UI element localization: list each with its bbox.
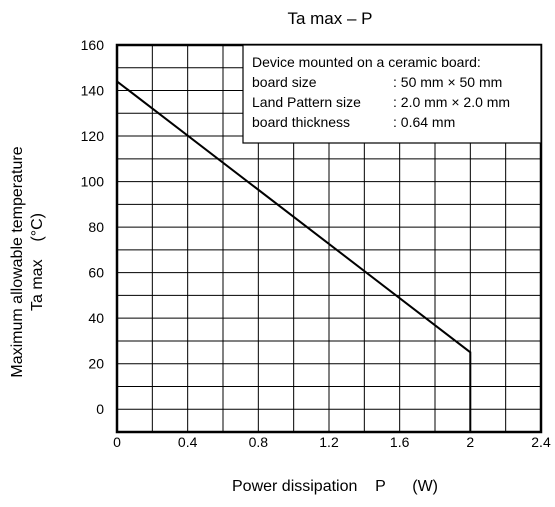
y-tick-label: 40 [88,310,104,326]
y-tick-label: 0 [96,401,104,417]
y-tick-label: 80 [88,219,104,235]
x-tick-label: 0 [113,434,121,450]
y-tick-label: 60 [88,265,104,281]
y-tick-label: 120 [81,128,105,144]
x-tick-label: 1.6 [390,434,410,450]
x-axis-label: Power dissipation P (W) [232,478,438,495]
annotation-box: Device mounted on a ceramic board: board… [242,44,542,144]
series-line [116,80,472,432]
series-group [116,80,472,432]
x-tick-label: 1.2 [319,434,339,450]
y-axis-ticks: 0 20 40 60 80 100 120 140 160 [81,37,105,417]
x-axis-ticks: 0 0.4 0.8 1.2 1.6 2 2.4 [113,434,551,450]
x-tick-label: 0.8 [249,434,269,450]
y-tick-label: 140 [81,83,105,99]
y-axis-label-line-1: Maximum allowable temperature [9,146,26,377]
annotation-row-label: board size [252,74,317,90]
annotation-heading: Device mounted on a ceramic board: [252,54,481,70]
y-axis-label-line-2: Ta max (°C) [29,213,46,311]
y-tick-label: 100 [81,174,105,190]
annotation-row-label: board thickness [252,114,350,130]
annotation-row-label: Land Pattern size [252,94,361,110]
y-tick-label: 20 [88,356,104,372]
annotation-background [242,44,542,144]
chart-title: Ta max – P [287,9,372,28]
x-tick-label: 2.4 [531,434,551,450]
x-tick-label: 2 [466,434,474,450]
x-tick-label: 0.4 [178,434,198,450]
annotation-row-value: : 50 mm × 50 mm [393,74,502,90]
annotation-row-value: : 0.64 mm [393,114,455,130]
annotation-row-value: : 2.0 mm × 2.0 mm [393,94,510,110]
y-tick-label: 160 [81,37,105,53]
